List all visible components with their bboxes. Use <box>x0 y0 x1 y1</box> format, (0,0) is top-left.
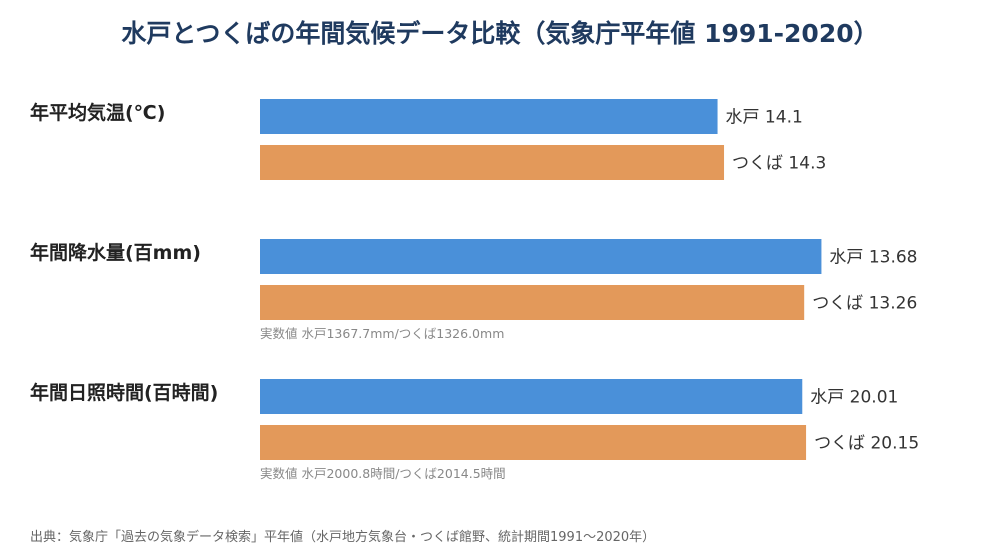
category-label: 年平均気温(℃) <box>30 101 165 124</box>
category-label: 年間降水量(百mm) <box>30 241 201 264</box>
source-note: 出典：気象庁「過去の気象データ検索」平年値（水戸地方気象台・つくば館野、統計期間… <box>30 530 656 545</box>
category-label: 年間日照時間(百時間) <box>30 381 218 404</box>
actual-value-note: 実数値 水戸2000.8時間/つくば2014.5時間 <box>260 466 506 481</box>
bar-tsukuba <box>260 285 805 320</box>
bar-mito <box>260 379 803 414</box>
value-label: つくば 14.3 <box>732 154 826 174</box>
bar-mito <box>260 99 718 134</box>
bar-tsukuba <box>260 145 725 180</box>
value-label: 水戸 14.1 <box>726 108 803 128</box>
bar-mito <box>260 239 822 274</box>
value-label: つくば 13.26 <box>812 294 917 314</box>
value-label: 水戸 20.01 <box>810 388 898 408</box>
bar-chart: 年平均気温(℃) 水戸 14.1 つくば 14.3 年間降水量(百mm) 水戸 13.6… <box>30 99 919 481</box>
value-label: つくば 20.15 <box>814 434 919 454</box>
bar-tsukuba <box>260 425 807 460</box>
chart-title: 水戸とつくばの年間気候データ比較（気象庁平年値 1991-2020） <box>121 19 879 48</box>
actual-value-note: 実数値 水戸1367.7mm/つくば1326.0mm <box>260 326 504 341</box>
value-label: 水戸 13.68 <box>829 248 917 268</box>
